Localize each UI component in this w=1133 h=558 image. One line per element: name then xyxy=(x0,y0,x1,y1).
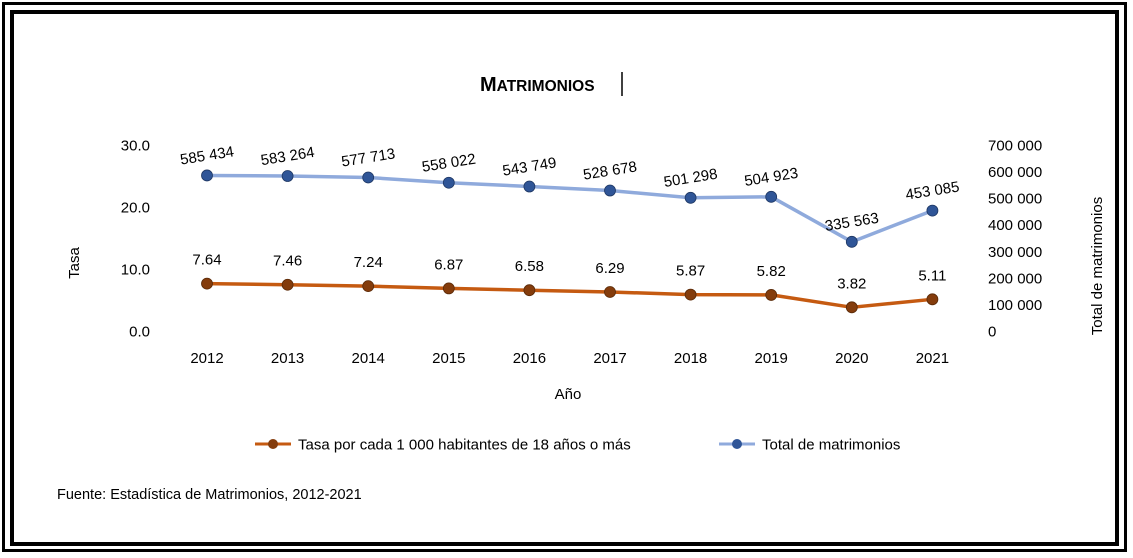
x-tick-label: 2015 xyxy=(432,350,465,367)
data-label-total: 453 085 xyxy=(904,178,960,203)
point-tasa xyxy=(926,293,939,306)
inner-frame xyxy=(10,10,1119,546)
x-tick-label: 2017 xyxy=(593,350,626,367)
y-right-axis-title: Total de matrimonios xyxy=(1089,197,1106,335)
y-left-tick-label: 0.0 xyxy=(129,324,150,341)
data-label-total: 558 022 xyxy=(421,151,477,176)
y-left-axis-title: Tasa xyxy=(66,247,83,279)
y-right-tick-label: 0 xyxy=(988,324,996,341)
legend: Tasa por cada 1 000 habitantes de 18 año… xyxy=(255,437,900,454)
y-left-tick-label: 20.0 xyxy=(121,200,150,217)
point-total xyxy=(926,204,939,217)
point-tasa xyxy=(604,286,616,298)
point-tasa xyxy=(201,277,213,290)
data-label-total: 335 563 xyxy=(824,210,880,235)
chart-title: MATRIMONIOS xyxy=(480,74,595,96)
legend-marker-tasa xyxy=(268,439,278,449)
point-tasa xyxy=(362,280,375,293)
point-tasa xyxy=(281,278,294,291)
point-tasa xyxy=(442,282,455,295)
data-label-tasa: 5.82 xyxy=(757,263,786,280)
x-tick-label: 2019 xyxy=(755,350,788,367)
series-line-tasa xyxy=(206,281,933,310)
x-tick-label: 2014 xyxy=(352,350,385,367)
data-label-total: 501 298 xyxy=(663,166,719,191)
data-label-tasa: 7.64 xyxy=(192,252,221,269)
point-total xyxy=(845,235,858,248)
y-left-tick-label: 10.0 xyxy=(121,262,150,279)
point-tasa xyxy=(765,289,778,301)
x-ticks: 2012 2013 2014 2015 2016 2017 2018 2019 2020 2021 xyxy=(190,350,949,367)
x-tick-label: 2018 xyxy=(674,350,707,367)
data-label-tasa: 6.29 xyxy=(595,260,624,277)
data-label-total: 577 713 xyxy=(340,145,396,170)
legend-label-tasa: Tasa por cada 1 000 habitantes de 18 año… xyxy=(298,437,631,454)
y-right-ticks: 0 100 000 200 000 300 000 400 000 500 000 600 … xyxy=(988,138,1042,341)
data-label-tasa: 5.11 xyxy=(918,267,946,284)
x-axis-title: Año xyxy=(555,386,582,403)
point-tasa xyxy=(523,284,536,297)
data-label-tasa: 7.24 xyxy=(354,254,383,271)
series-layer xyxy=(201,169,939,314)
point-total xyxy=(765,190,778,203)
x-tick-label: 2016 xyxy=(513,350,546,367)
legend-marker-total xyxy=(732,439,742,449)
chart-title-first: M xyxy=(480,74,497,96)
data-label-tasa: 7.46 xyxy=(273,253,302,270)
data-label-total: 585 434 xyxy=(179,143,235,168)
legend-label-total: Total de matrimonios xyxy=(762,437,900,454)
series-line-total xyxy=(206,173,934,244)
data-label-total: 543 749 xyxy=(501,154,557,179)
y-left-tick-label: 30.0 xyxy=(121,138,150,155)
point-total xyxy=(604,184,616,197)
point-tasa xyxy=(684,288,697,301)
y-right-tick-label: 300 000 xyxy=(988,244,1042,261)
data-label-tasa: 6.87 xyxy=(434,256,463,273)
source-note: Fuente: Estadística de Matrimonios, 2012… xyxy=(57,487,362,503)
y-left-ticks: 0.0 10.0 20.0 30.0 xyxy=(121,138,150,341)
point-total xyxy=(281,170,294,182)
y-right-tick-label: 100 000 xyxy=(988,297,1042,314)
outer-frame xyxy=(2,2,1127,552)
y-right-tick-label: 700 000 xyxy=(988,138,1042,155)
y-right-tick-label: 200 000 xyxy=(988,270,1042,287)
x-tick-label: 2012 xyxy=(190,350,223,367)
point-total xyxy=(362,171,375,184)
y-right-tick-label: 600 000 xyxy=(988,164,1042,181)
point-total xyxy=(201,169,213,182)
point-total xyxy=(523,180,536,193)
data-label-total: 583 264 xyxy=(260,144,316,169)
data-labels: 585 434 583 264 577 713 558 022 543 749 528 6… xyxy=(179,143,961,292)
y-right-tick-label: 500 000 xyxy=(988,191,1042,208)
x-tick-label: 2020 xyxy=(835,350,868,367)
data-label-tasa: 6.58 xyxy=(515,258,544,275)
data-label-tasa: 3.82 xyxy=(837,275,866,292)
x-tick-label: 2013 xyxy=(271,350,304,367)
point-total xyxy=(442,176,455,189)
y-right-tick-label: 400 000 xyxy=(988,217,1042,234)
chart-title-rest: ATRIMONIOS xyxy=(497,78,595,95)
data-label-total: 528 678 xyxy=(582,158,638,183)
data-label-tasa: 5.87 xyxy=(676,263,705,280)
data-label-total: 504 923 xyxy=(743,165,799,190)
x-tick-label: 2021 xyxy=(916,350,949,367)
point-tasa xyxy=(845,301,858,314)
point-total xyxy=(684,191,697,204)
